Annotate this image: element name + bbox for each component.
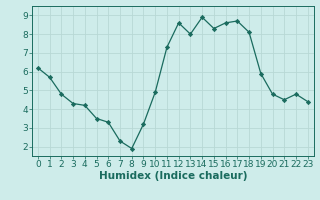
X-axis label: Humidex (Indice chaleur): Humidex (Indice chaleur) [99,171,247,181]
